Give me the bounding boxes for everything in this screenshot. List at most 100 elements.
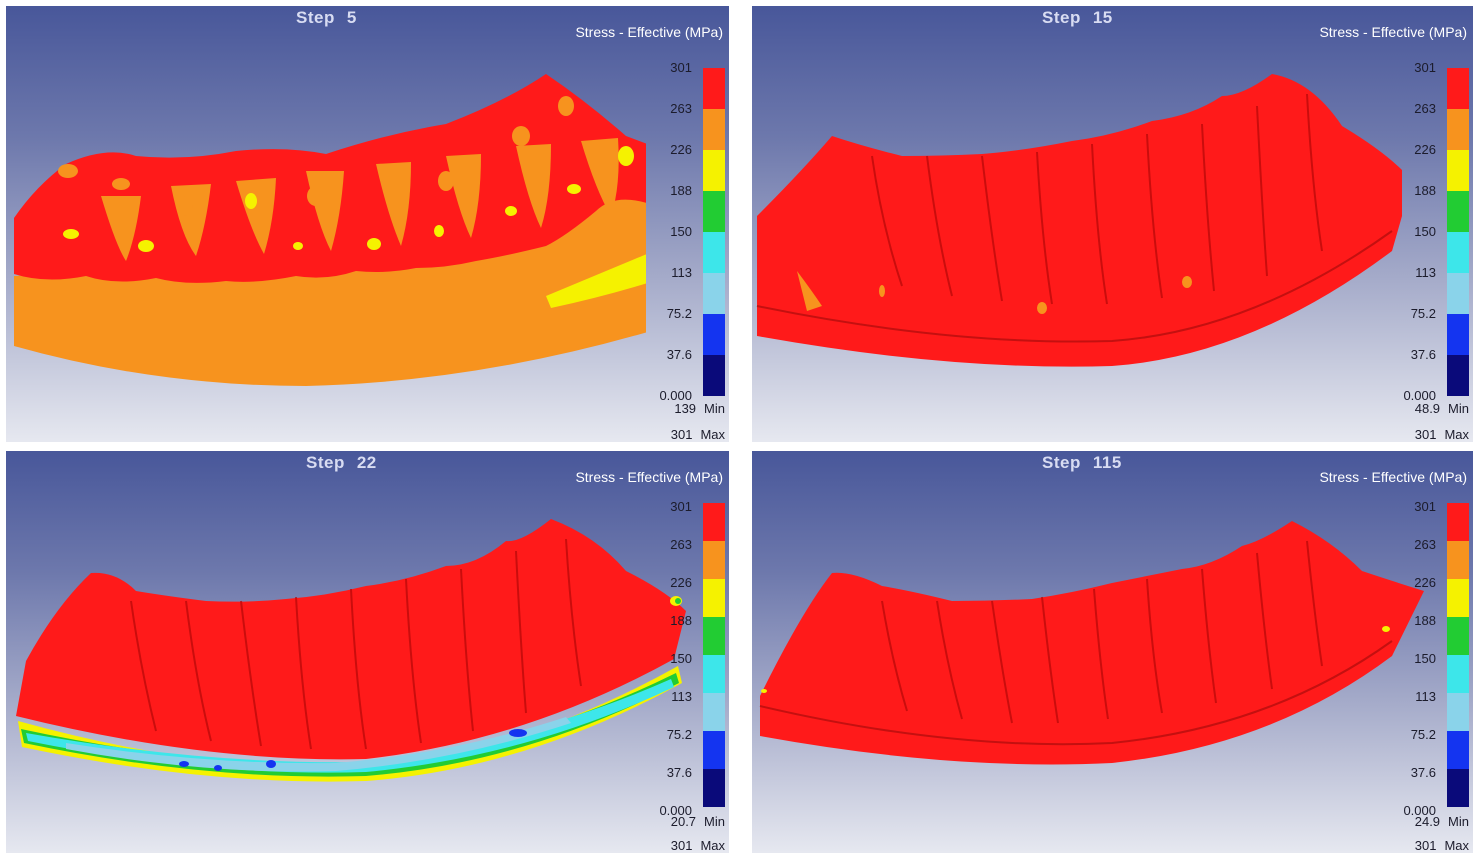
- step-label: Step: [296, 8, 335, 27]
- legend-tick: 188: [670, 183, 692, 198]
- legend-swatch: [1447, 68, 1469, 109]
- legend-title: Stress - Effective (MPa): [575, 469, 723, 485]
- legend-tick: 226: [1414, 575, 1436, 590]
- legend-tick: 301: [1414, 60, 1436, 75]
- legend-swatch: [703, 232, 725, 273]
- viewport-step-115[interactable]: Step 115 Stress - Effective (MPa) 301 263…: [752, 451, 1473, 853]
- legend-swatch: [703, 68, 725, 109]
- legend-tick: 0.000: [1403, 803, 1436, 818]
- legend-swatch: [703, 314, 725, 355]
- legend-swatch: [703, 655, 725, 693]
- step-number: 115: [1092, 453, 1122, 472]
- legend-tick: 226: [670, 575, 692, 590]
- legend-swatch: [703, 191, 725, 232]
- legend-swatch: [703, 150, 725, 191]
- legend-tick: 113: [1415, 689, 1436, 704]
- step-label: Step: [306, 453, 345, 472]
- legend-title: Stress - Effective (MPa): [1319, 469, 1467, 485]
- legend-tick: 0.000: [659, 388, 692, 403]
- legend-tick: 37.6: [666, 347, 692, 362]
- min-readout: 139 Min: [674, 401, 725, 416]
- legend-tick: 0.000: [659, 803, 692, 818]
- step-number: 5: [346, 8, 357, 27]
- max-readout: 301 Max: [670, 427, 725, 442]
- legend-swatch: [1447, 769, 1469, 807]
- viewport-step-15[interactable]: Step 15 Stress - Effective (MPa) 301 263 …: [752, 6, 1473, 442]
- legend-swatch: [1447, 617, 1469, 655]
- legend-swatch: [703, 693, 725, 731]
- legend-tick: 150: [1414, 224, 1436, 239]
- gear-model-step-5: [14, 74, 646, 386]
- legend-tick: 226: [1414, 142, 1436, 157]
- legend-tick: 301: [670, 60, 692, 75]
- legend-swatch: [703, 273, 725, 314]
- step-indicator: Step 115: [1042, 453, 1134, 473]
- min-readout: 24.9 Min: [1414, 814, 1469, 829]
- legend-swatch: [703, 503, 725, 541]
- legend-tick: 150: [670, 651, 692, 666]
- legend-tick: 75.2: [666, 306, 692, 321]
- legend-tick: 0.000: [1403, 388, 1436, 403]
- legend-tick: 301: [1414, 499, 1436, 514]
- legend-swatch: [703, 355, 725, 396]
- legend-swatch: [703, 541, 725, 579]
- legend-title: Stress - Effective (MPa): [575, 24, 723, 40]
- gear-model-step-22: [16, 519, 686, 782]
- legend-tick: 263: [1414, 537, 1436, 552]
- legend-tick: 301: [670, 499, 692, 514]
- legend-swatch: [1447, 273, 1469, 314]
- legend-tick: 263: [670, 537, 692, 552]
- legend-tick: 263: [1414, 101, 1436, 116]
- step-indicator: Step 15: [1042, 8, 1125, 28]
- legend-swatch: [1447, 314, 1469, 355]
- legend-color-bar: [1447, 68, 1469, 396]
- legend-swatch: [1447, 232, 1469, 273]
- legend-swatch: [1447, 503, 1469, 541]
- legend-tick: 113: [671, 265, 692, 280]
- step-number: 22: [356, 453, 377, 472]
- legend-swatch: [1447, 731, 1469, 769]
- max-readout: 301 Max: [1414, 838, 1469, 853]
- step-indicator: Step 5: [296, 8, 369, 28]
- legend-swatch: [703, 579, 725, 617]
- legend-swatch: [1447, 541, 1469, 579]
- legend-tick: 37.6: [1410, 765, 1436, 780]
- legend-swatch: [703, 617, 725, 655]
- legend-color-bar: [703, 503, 725, 807]
- legend-tick: 188: [1414, 613, 1436, 628]
- legend-title: Stress - Effective (MPa): [1319, 24, 1467, 40]
- legend-swatch: [1447, 109, 1469, 150]
- legend-swatch: [1447, 579, 1469, 617]
- legend-tick: 75.2: [666, 727, 692, 742]
- legend-swatch: [703, 731, 725, 769]
- legend-tick: 226: [670, 142, 692, 157]
- max-readout: 301 Max: [670, 838, 725, 853]
- step-label: Step: [1042, 453, 1081, 472]
- gear-model-step-115: [759, 521, 1424, 765]
- legend-tick: 37.6: [666, 765, 692, 780]
- legend-swatch: [1447, 655, 1469, 693]
- legend-tick: 263: [670, 101, 692, 116]
- legend-tick: 188: [670, 613, 692, 628]
- step-number: 15: [1092, 8, 1113, 27]
- viewport-step-22[interactable]: Step 22 Stress - Effective (MPa): [6, 451, 729, 853]
- legend-color-bar: [1447, 503, 1469, 807]
- legend-swatch: [703, 769, 725, 807]
- legend-tick: 150: [670, 224, 692, 239]
- legend-swatch: [1447, 693, 1469, 731]
- min-readout: 20.7 Min: [670, 814, 725, 829]
- viewport-step-5[interactable]: Step 5 Stress - Effective (MPa): [6, 6, 729, 442]
- legend-tick: 37.6: [1410, 347, 1436, 362]
- step-indicator: Step 22: [306, 453, 389, 473]
- legend-tick: 150: [1414, 651, 1436, 666]
- legend-tick: 113: [671, 689, 692, 704]
- max-readout: 301 Max: [1414, 427, 1469, 442]
- legend-swatch: [1447, 355, 1469, 396]
- legend-swatch: [703, 109, 725, 150]
- legend-swatch: [1447, 150, 1469, 191]
- legend-tick: 75.2: [1410, 306, 1436, 321]
- gear-model-step-15: [756, 74, 1402, 367]
- legend-swatch: [1447, 191, 1469, 232]
- step-label: Step: [1042, 8, 1081, 27]
- legend-tick: 75.2: [1410, 727, 1436, 742]
